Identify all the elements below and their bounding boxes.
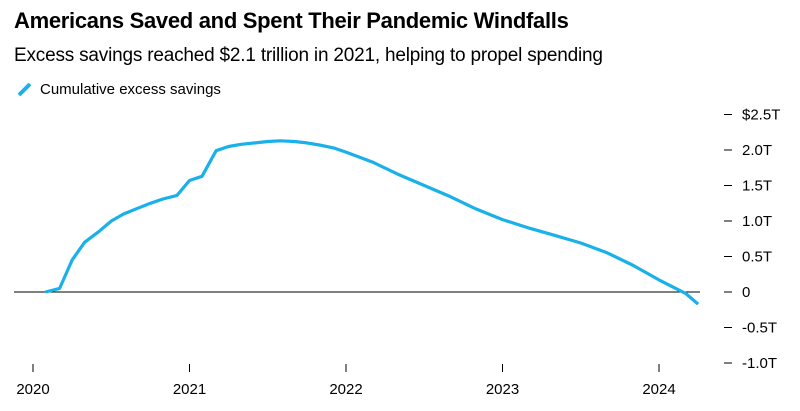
data-point <box>97 230 100 233</box>
data-point <box>201 175 204 178</box>
data-point <box>579 242 582 245</box>
y-tick-label: 2.0T <box>742 142 772 159</box>
data-point <box>254 141 257 144</box>
data-point <box>58 287 61 290</box>
data-point <box>161 198 164 201</box>
data-point <box>227 145 230 148</box>
x-tick-label: 2021 <box>173 381 206 398</box>
data-point <box>305 141 308 144</box>
x-tick-label: 2024 <box>642 381 675 398</box>
data-point <box>631 264 634 267</box>
data-point <box>501 218 504 221</box>
data-point <box>122 212 125 215</box>
data-point <box>293 140 296 143</box>
data-point <box>553 234 556 237</box>
data-point <box>110 220 113 223</box>
data-point <box>240 143 243 146</box>
y-tick-label: 1.0T <box>742 213 772 230</box>
data-point <box>423 184 426 187</box>
data-point <box>83 241 86 244</box>
data-point <box>136 207 139 210</box>
y-tick-label: $2.5T <box>742 107 780 124</box>
data-point <box>215 149 218 152</box>
data-point <box>318 144 321 147</box>
legend: Cumulative excess savings <box>14 78 221 100</box>
data-point <box>684 292 687 295</box>
data-point <box>345 151 348 154</box>
data-point <box>474 207 477 210</box>
y-tick-label: 0.5T <box>742 249 772 266</box>
data-point <box>658 278 661 281</box>
y-tick-label: -0.5T <box>742 320 777 337</box>
x-tick-label: 2020 <box>16 381 49 398</box>
data-point <box>176 194 179 197</box>
data-point <box>332 146 335 149</box>
legend-label: Cumulative excess savings <box>40 80 221 98</box>
data-point <box>71 259 74 262</box>
data-point <box>528 227 531 230</box>
y-tick-label: 1.5T <box>742 178 772 195</box>
series-line <box>45 139 700 306</box>
data-point <box>44 291 47 294</box>
data-point <box>697 303 700 306</box>
x-tick-label: 2023 <box>486 381 519 398</box>
legend-swatch-icon <box>17 82 32 97</box>
chart-subtitle: Excess savings reached $2.1 trillion in … <box>14 45 603 66</box>
x-tick-label: 2022 <box>329 381 362 398</box>
data-point <box>188 179 191 182</box>
data-point <box>149 202 152 205</box>
data-point <box>396 173 399 176</box>
chart-title: Americans Saved and Spent Their Pandemic… <box>14 8 569 33</box>
data-point <box>449 195 452 198</box>
data-point <box>279 139 282 142</box>
y-tick-label: -1.0T <box>742 355 777 372</box>
y-tick-label: 0 <box>742 284 750 301</box>
data-point <box>371 161 374 164</box>
data-point <box>606 251 609 254</box>
data-point <box>266 140 269 143</box>
